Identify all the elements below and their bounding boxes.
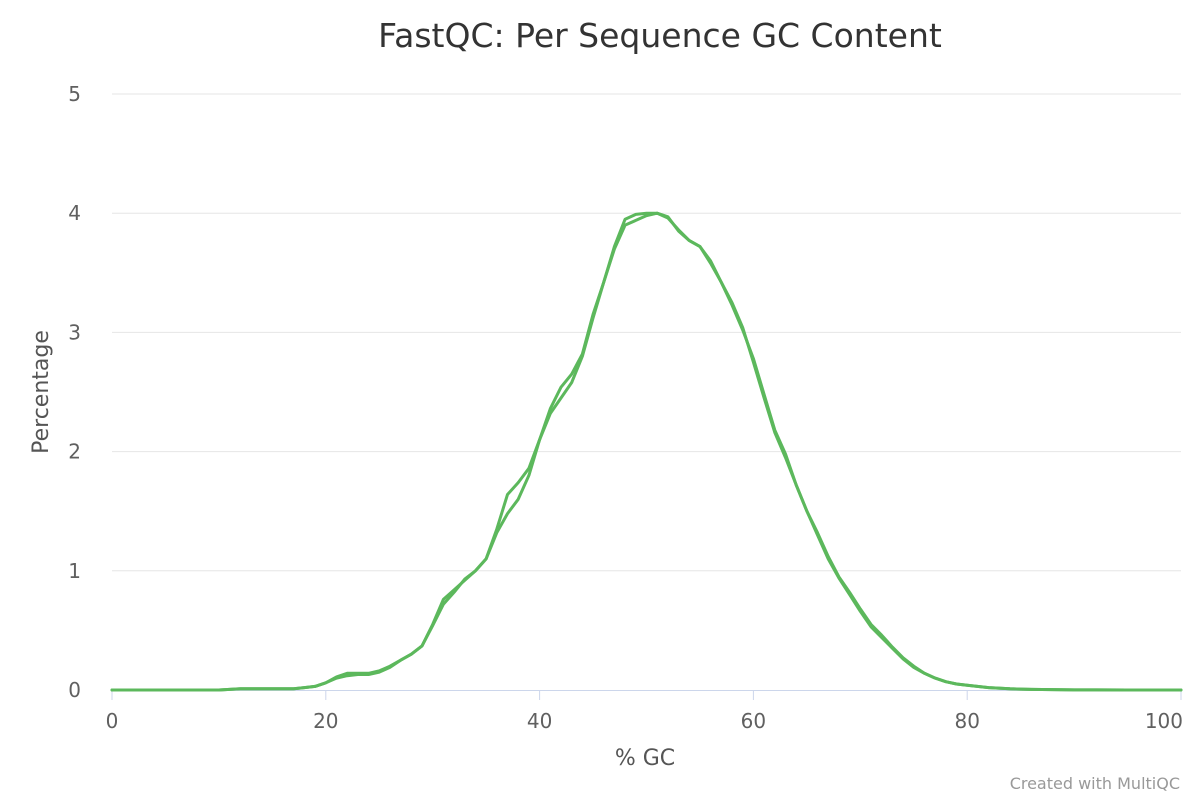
x-tick-label: 0 <box>106 709 119 733</box>
y-tick-label: 3 <box>68 320 81 344</box>
series-line-2[interactable] <box>110 211 1183 692</box>
credits-link[interactable]: Created with MultiQC <box>1010 774 1180 793</box>
y-axis-label: Percentage <box>29 330 54 454</box>
x-tick-label: 20 <box>313 709 338 733</box>
x-axis-label: % GC <box>615 746 675 771</box>
series-group <box>110 211 1183 692</box>
y-tick-label: 5 <box>68 82 81 106</box>
y-tick-label: 4 <box>68 201 81 225</box>
y-tick-label: 1 <box>68 559 81 583</box>
x-axis: 0 20 40 60 80 100 <box>106 690 1183 733</box>
x-tick-label: 40 <box>527 709 552 733</box>
y-tick-label: 0 <box>68 678 81 702</box>
x-tick-label: 100 <box>1145 709 1183 733</box>
chart-title: FastQC: Per Sequence GC Content <box>378 16 942 55</box>
y-axis-ticks: 0 1 2 3 4 5 <box>68 82 81 702</box>
x-tick-label: 60 <box>741 709 766 733</box>
y-tick-label: 2 <box>68 440 81 464</box>
grid <box>112 93 1181 572</box>
x-tick-label: 80 <box>954 709 979 733</box>
